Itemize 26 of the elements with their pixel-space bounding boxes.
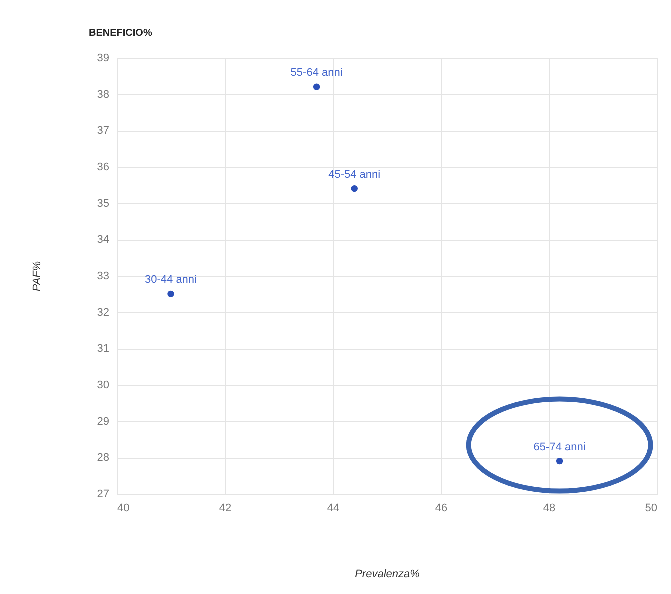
y-tick-label: 39 (97, 52, 110, 64)
y-tick-label: 29 (97, 416, 110, 428)
y-tick-label: 31 (97, 343, 110, 356)
x-tick-label: 48 (543, 502, 556, 514)
annotation: 55-64 anni (290, 67, 343, 80)
y-tick-label: 38 (97, 88, 110, 101)
x-tick-label: 42 (219, 502, 232, 514)
annotation: 65-74 anni (534, 441, 586, 454)
x-tick-label: 44 (327, 502, 340, 514)
y-tick-label: 35 (97, 198, 110, 210)
x-tick-label: 40 (118, 502, 130, 514)
annotation: 45-54 anni (328, 168, 381, 181)
y-tick-label: 37 (97, 125, 110, 138)
y-tick-label: 27 (97, 488, 110, 500)
y-tick-label: 32 (97, 306, 110, 319)
y-tick-label: 36 (97, 162, 110, 174)
x-tick-label: 50 (645, 502, 658, 514)
y-tick-label: 33 (97, 270, 110, 282)
x-axis-title: Prevalenza% (355, 568, 420, 580)
y-axis-title: PAF% (31, 261, 44, 292)
chart-title: BENEFICIO% (89, 28, 152, 39)
y-tick-label: 28 (97, 452, 110, 464)
y-tick-label: 34 (97, 234, 110, 246)
x-tick-label: 46 (435, 502, 448, 514)
y-tick-label: 30 (97, 380, 110, 392)
annotation: 30-44 anni (145, 274, 197, 286)
